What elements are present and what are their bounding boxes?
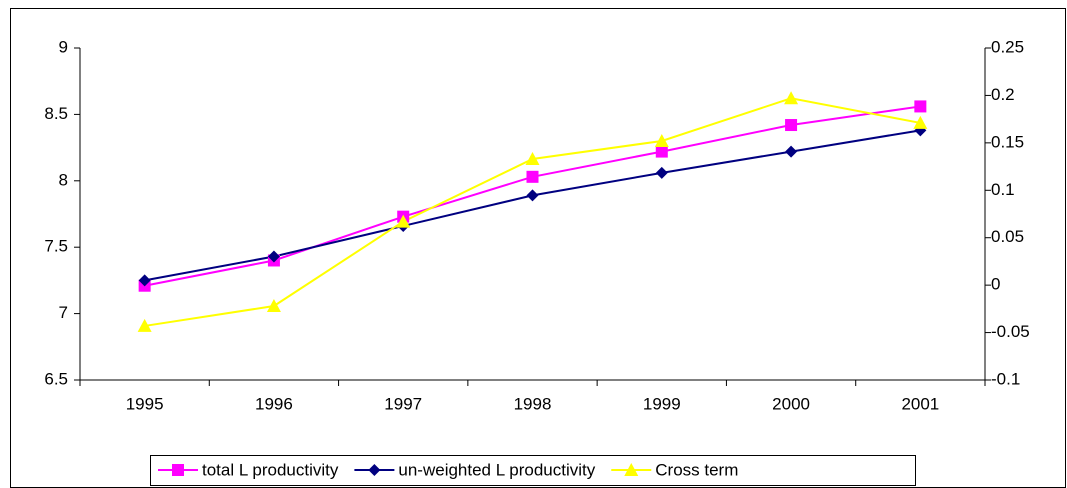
legend-label: total L productivity bbox=[202, 460, 339, 479]
data-point bbox=[526, 170, 539, 183]
y2-tick-label: 0.1 bbox=[991, 180, 1015, 199]
data-point bbox=[914, 100, 927, 113]
legend-marker bbox=[172, 464, 184, 476]
y-tick-label: 7 bbox=[59, 303, 68, 322]
y-tick-label: 7.5 bbox=[44, 237, 68, 256]
y2-tick-label: 0 bbox=[991, 275, 1000, 294]
y2-tick-label: 0.25 bbox=[991, 37, 1024, 56]
legend-marker bbox=[624, 463, 639, 476]
x-tick-label: 2001 bbox=[901, 394, 939, 413]
x-tick-label: 1999 bbox=[643, 394, 681, 413]
legend-marker bbox=[368, 464, 381, 476]
data-point bbox=[525, 151, 540, 165]
data-point bbox=[655, 166, 668, 179]
data-point bbox=[655, 145, 668, 158]
data-point bbox=[785, 145, 798, 158]
data-point bbox=[138, 274, 151, 287]
data-point bbox=[654, 133, 669, 147]
y2-tick-label: -0.05 bbox=[991, 322, 1030, 341]
chart-frame bbox=[10, 8, 1066, 488]
data-point bbox=[784, 91, 799, 105]
legend-label: Cross term bbox=[655, 460, 738, 479]
x-tick-label: 1995 bbox=[126, 394, 164, 413]
data-point bbox=[266, 299, 281, 313]
y2-tick-label: 0.05 bbox=[991, 227, 1024, 246]
y2-tick-label: -0.1 bbox=[991, 369, 1020, 388]
data-point bbox=[526, 189, 539, 202]
y-tick-label: 8.5 bbox=[44, 104, 68, 123]
x-tick-label: 1998 bbox=[514, 394, 552, 413]
y2-tick-label: 0.15 bbox=[991, 132, 1024, 151]
x-tick-label: 1996 bbox=[255, 394, 293, 413]
data-point bbox=[137, 318, 152, 332]
data-point bbox=[267, 250, 280, 263]
legend-label: un-weighted L productivity bbox=[398, 460, 595, 479]
data-point bbox=[785, 119, 798, 132]
y2-tick-label: 0.2 bbox=[991, 85, 1015, 104]
x-tick-label: 1997 bbox=[384, 394, 422, 413]
y-tick-label: 9 bbox=[59, 37, 68, 56]
y-tick-label: 8 bbox=[59, 170, 68, 189]
legend-box bbox=[150, 455, 916, 486]
data-point bbox=[396, 214, 411, 228]
y-tick-label: 6.5 bbox=[44, 369, 68, 388]
x-tick-label: 2000 bbox=[772, 394, 810, 413]
data-point bbox=[913, 115, 928, 129]
